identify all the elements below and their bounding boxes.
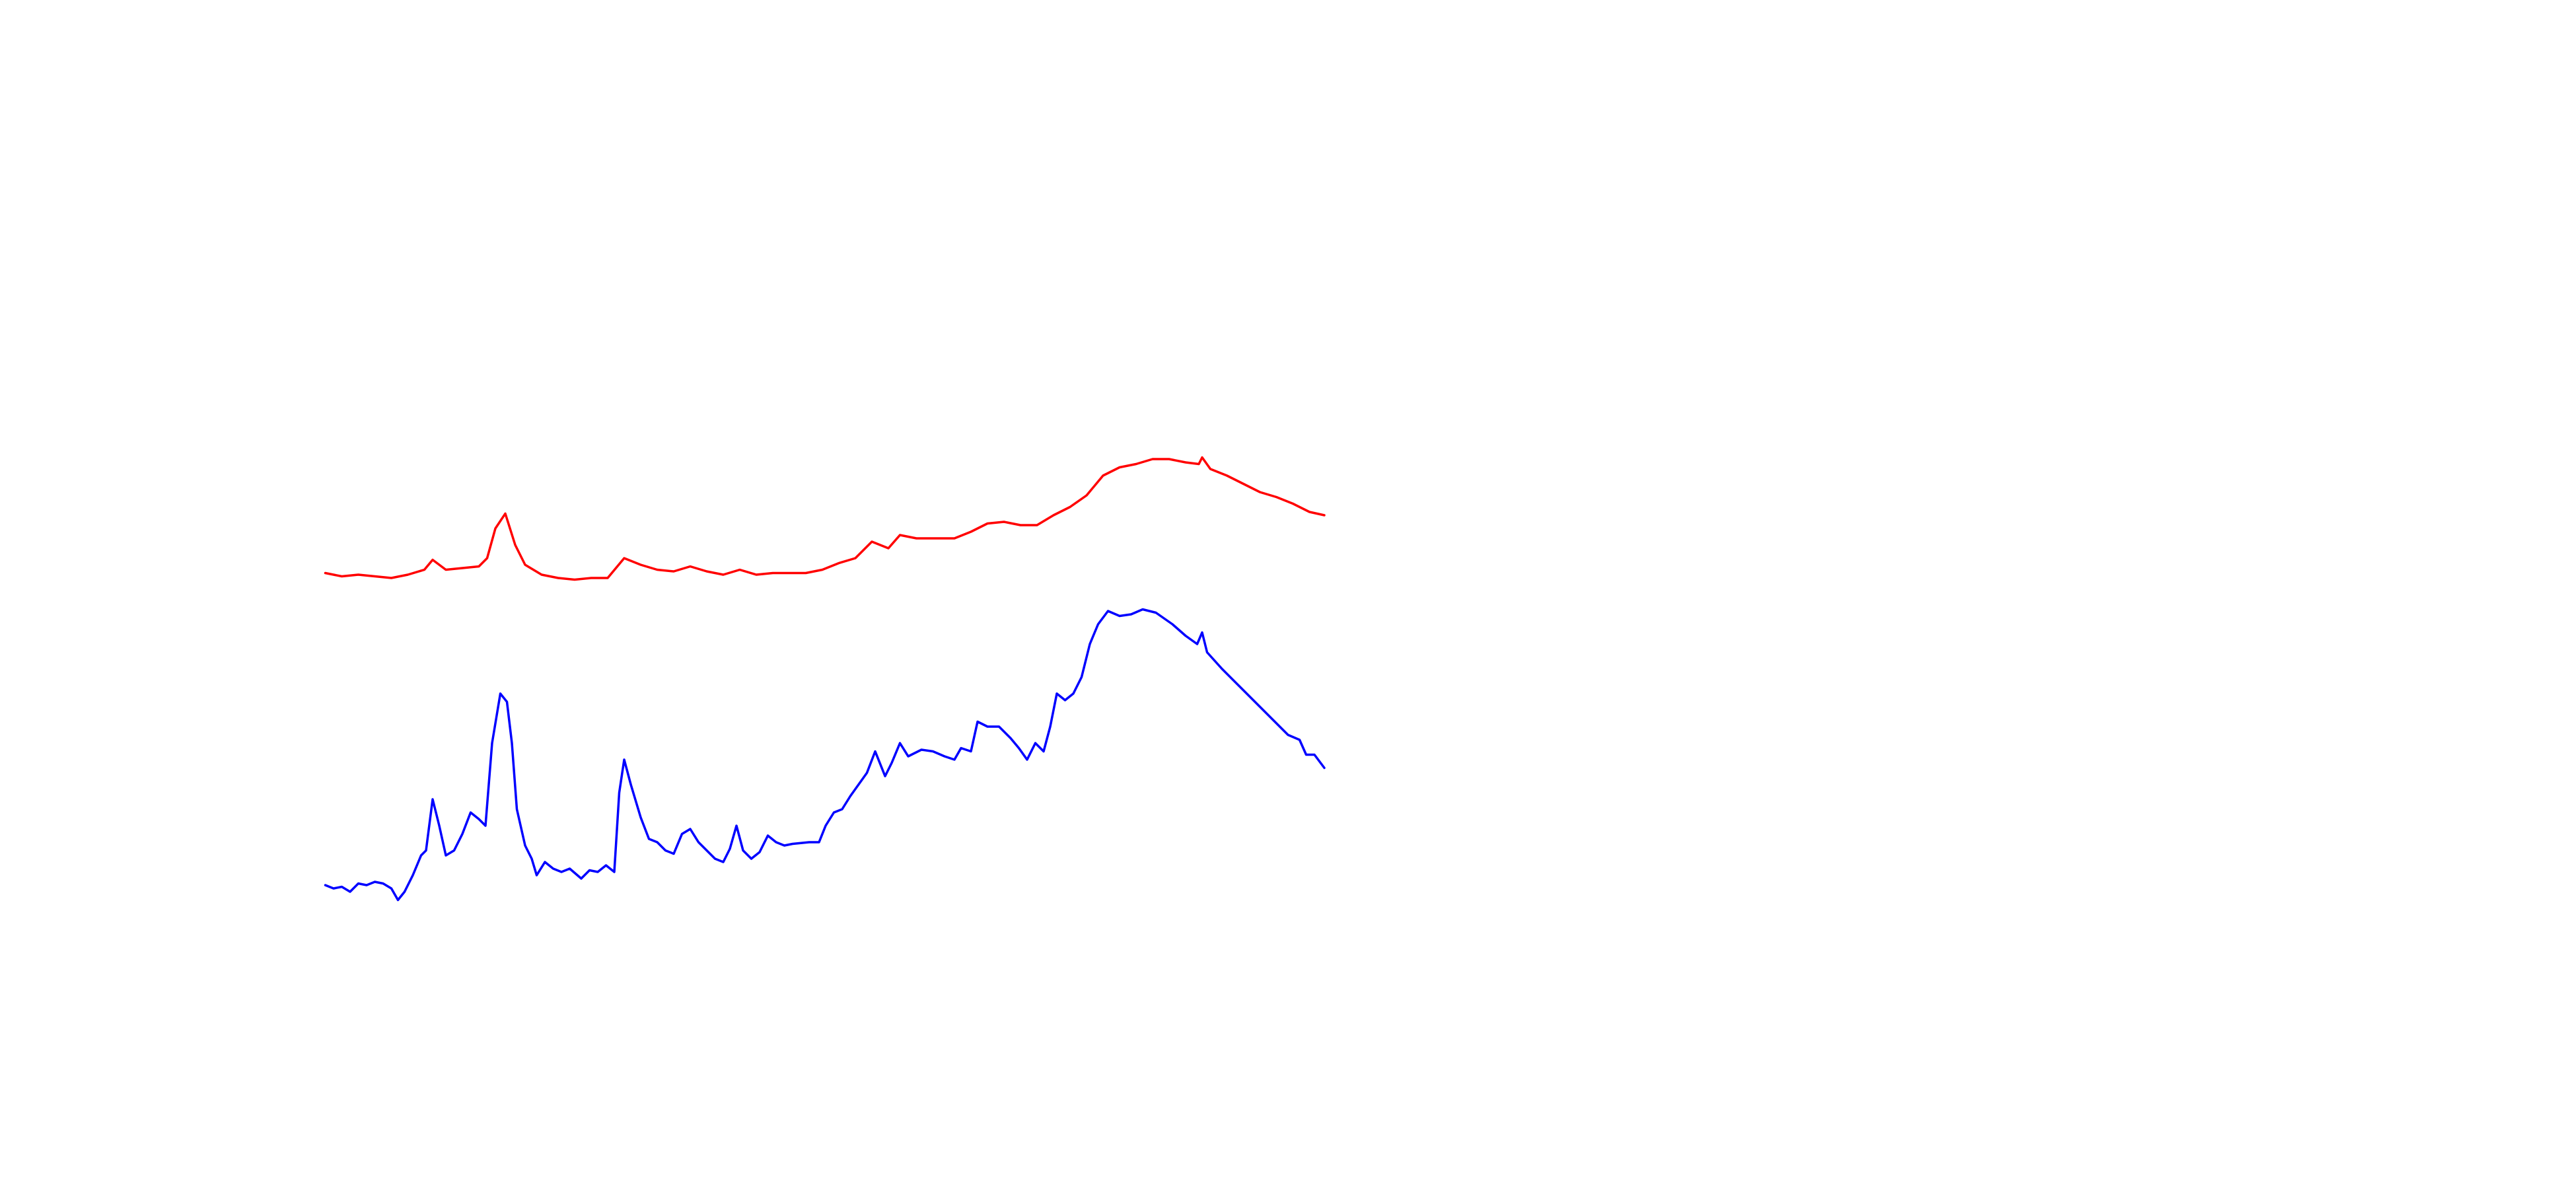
data-line <box>324 456 1326 581</box>
data-line <box>324 608 1326 902</box>
